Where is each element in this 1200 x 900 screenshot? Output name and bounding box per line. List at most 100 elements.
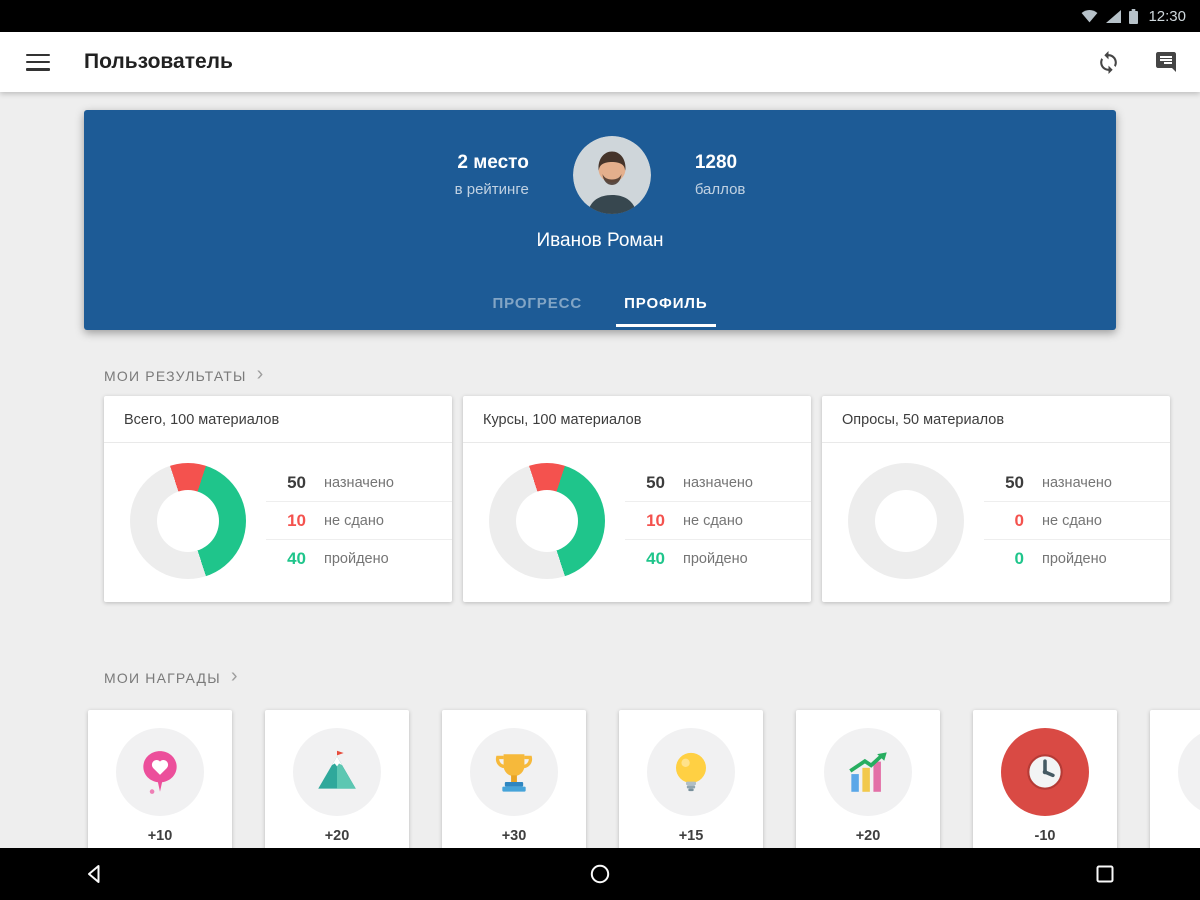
- result-card-title: Курсы, 100 материалов: [463, 396, 811, 443]
- messages-button[interactable]: [1146, 42, 1186, 82]
- award-points: +10: [147, 828, 173, 844]
- donut-chart: [489, 463, 605, 579]
- rank-label: в рейтинге: [454, 181, 529, 198]
- award-points: +20: [324, 828, 350, 844]
- award-card-bulb[interactable]: +15: [619, 710, 763, 886]
- refresh-icon: [1099, 50, 1117, 74]
- mountain-icon: [318, 750, 356, 789]
- menu-button[interactable]: [26, 53, 50, 71]
- avatar-photo: [572, 136, 651, 214]
- award-badge: [1001, 728, 1089, 816]
- refresh-button[interactable]: [1088, 42, 1128, 82]
- award-badge: [470, 728, 558, 816]
- points-value: 1280: [694, 152, 738, 173]
- home-button[interactable]: [589, 863, 611, 885]
- android-nav-bar: [0, 848, 1200, 900]
- award-points: +15: [678, 828, 704, 844]
- award-badge: [824, 728, 912, 816]
- wifi-icon: [1082, 9, 1098, 22]
- award-points: +20: [855, 828, 881, 844]
- stat-value: 40: [287, 549, 306, 568]
- tab-profile[interactable]: ПРОФИЛЬ: [616, 287, 716, 327]
- page-title: Пользователь: [84, 50, 233, 73]
- points-label: баллов: [694, 181, 746, 198]
- chat-icon: [1156, 52, 1176, 72]
- result-card-body: 50 назначено 10 не сдано 40 пройдено: [104, 443, 452, 599]
- award-badge: [1178, 728, 1200, 816]
- stat-row-passed: 40 пройдено: [625, 540, 811, 578]
- award-points: +30: [501, 828, 527, 844]
- profile-card: 2 место в рейтинге 1280 баллов Иванов Ро…: [84, 110, 1116, 330]
- back-button[interactable]: [84, 863, 106, 885]
- awards-section-title: МОИ НАГРАДЫ: [104, 669, 221, 686]
- growth-chart-icon: [849, 752, 887, 792]
- stat-row-assigned: 50 назначено: [984, 464, 1170, 502]
- heart-pin-icon: [143, 751, 177, 794]
- result-card-courses[interactable]: Курсы, 100 материалов 50 назначено 10 не…: [463, 396, 811, 602]
- result-card-total[interactable]: Всего, 100 материалов 50 назначено 10 не…: [104, 396, 452, 602]
- result-card-surveys[interactable]: Опросы, 50 материалов 50 назначено 0 не …: [822, 396, 1170, 602]
- result-stats: 50 назначено 0 не сдано 0 пройдено: [984, 464, 1170, 578]
- award-badge: [647, 728, 735, 816]
- stat-label: пройдено: [324, 551, 389, 567]
- donut-chart: [130, 463, 246, 579]
- stat-row-passed: 40 пройдено: [266, 540, 452, 578]
- stat-value: 50: [1005, 472, 1024, 492]
- points-block: 1280 баллов: [695, 152, 746, 198]
- clock-icon: [1027, 754, 1063, 790]
- stat-label: пройдено: [1042, 551, 1107, 567]
- stat-label: назначено: [1042, 474, 1113, 491]
- stat-value: 10: [287, 510, 306, 530]
- rank-value: 2 место: [457, 152, 529, 173]
- tab-progress[interactable]: ПРОГРЕСС: [484, 287, 590, 327]
- result-card-body: 50 назначено 10 не сдано 40 пройдено: [463, 443, 811, 599]
- result-card-title: Опросы, 50 материалов: [822, 396, 1170, 443]
- stat-label: пройдено: [683, 551, 748, 567]
- stat-label: назначено: [683, 474, 754, 491]
- stat-value: 10: [646, 510, 665, 530]
- results-section-title: МОИ РЕЗУЛЬТАТЫ: [104, 367, 247, 384]
- trophy-icon: [495, 754, 533, 792]
- stat-label: не сдано: [683, 512, 743, 529]
- stat-label: не сдано: [324, 512, 384, 529]
- status-time: 12:30: [1148, 7, 1186, 25]
- stat-value: 40: [646, 549, 665, 568]
- results-row: Всего, 100 материалов 50 назначено 10 не…: [104, 396, 1170, 602]
- results-section-header[interactable]: МОИ РЕЗУЛЬТАТЫ ›: [104, 363, 265, 385]
- stat-row-assigned: 50 назначено: [266, 464, 452, 502]
- stat-value: 50: [287, 472, 306, 492]
- battery-icon: [1129, 8, 1139, 24]
- stat-row-failed: 10 не сдано: [625, 502, 811, 540]
- award-badge: [293, 728, 381, 816]
- stat-label: не сдано: [1042, 512, 1102, 529]
- awards-section-header[interactable]: МОИ НАГРАДЫ ›: [104, 665, 239, 687]
- award-points: -10: [1034, 828, 1056, 844]
- cellular-signal-icon: [1106, 9, 1122, 23]
- stat-value: 0: [1014, 549, 1024, 568]
- recents-icon: [1096, 865, 1114, 883]
- result-card-title: Всего, 100 материалов: [104, 396, 452, 443]
- rank-block: 2 место в рейтинге: [455, 152, 529, 198]
- result-stats: 50 назначено 10 не сдано 40 пройдено: [625, 464, 811, 578]
- chevron-right-icon: ›: [256, 363, 265, 385]
- result-stats: 50 назначено 10 не сдано 40 пройдено: [266, 464, 452, 578]
- light-bulb-icon: [676, 752, 706, 792]
- profile-tabs: ПРОГРЕСС ПРОФИЛЬ: [484, 287, 716, 327]
- stat-label: назначено: [324, 474, 395, 491]
- back-icon: [88, 865, 100, 883]
- stat-row-failed: 0 не сдано: [984, 502, 1170, 540]
- avatar: [572, 136, 651, 214]
- recents-button[interactable]: [1094, 863, 1116, 885]
- donut-chart: [848, 463, 964, 579]
- result-card-body: 50 назначено 0 не сдано 0 пройдено: [822, 443, 1170, 599]
- stat-value: 0: [1014, 510, 1024, 530]
- chevron-right-icon: ›: [230, 665, 239, 687]
- status-bar: 12:30: [0, 0, 1200, 32]
- stat-row-failed: 10 не сдано: [266, 502, 452, 540]
- home-icon: [590, 864, 610, 884]
- user-name: Иванов Роман: [536, 230, 664, 251]
- stat-value: 50: [646, 472, 665, 492]
- stat-row-passed: 0 пройдено: [984, 540, 1170, 578]
- stat-row-assigned: 50 назначено: [625, 464, 811, 502]
